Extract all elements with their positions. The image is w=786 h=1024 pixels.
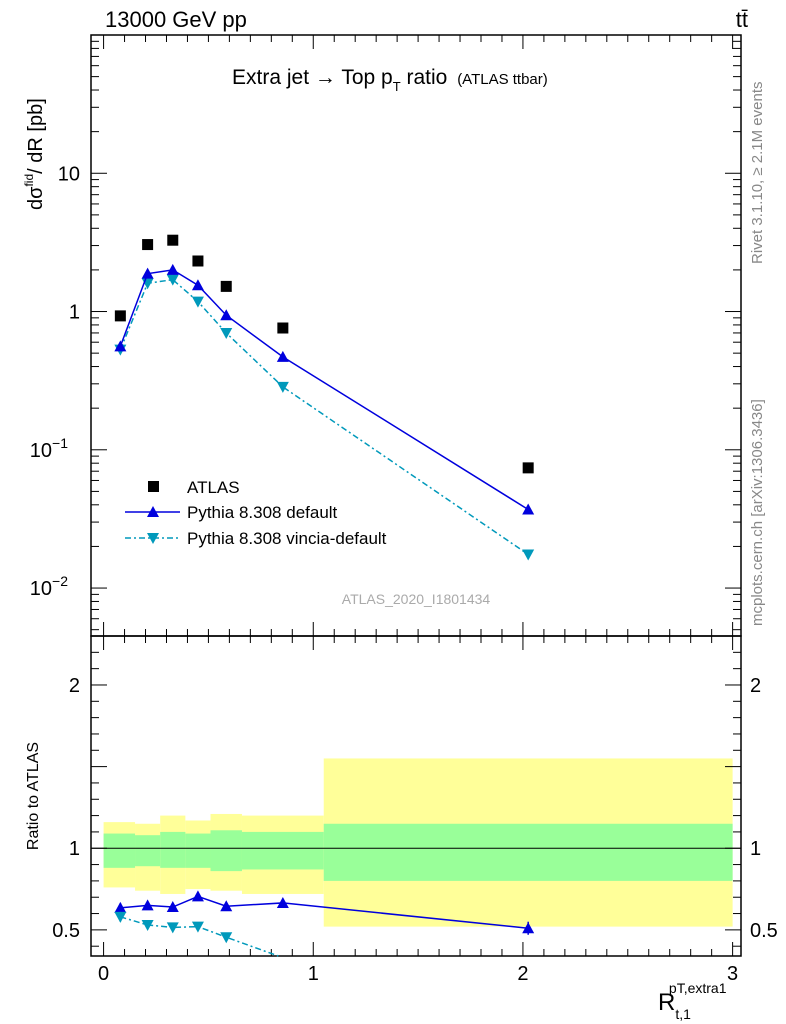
pythia-default-marker (114, 340, 127, 352)
legend-label-vincia: Pythia 8.308 vincia-default (187, 529, 387, 548)
atlas-data-point (522, 462, 534, 474)
ratio-vincia-marker (220, 932, 233, 944)
ratio-pythia-default-marker (166, 901, 179, 913)
legend-label-atlas: ATLAS (187, 478, 240, 497)
ratio-band-inner (210, 830, 242, 872)
atlas-data-point (167, 234, 179, 246)
ratio-vincia-marker (191, 921, 204, 933)
ratio-vincia-marker (114, 911, 127, 923)
ratio-y-tick-label: 2 (750, 675, 761, 697)
legend-marker-vincia (147, 533, 159, 544)
ratio-pythia-default-marker (141, 899, 154, 911)
ratio-vincia-line (120, 916, 279, 957)
ratio-band-inner (323, 823, 733, 881)
atlas-data-point (114, 310, 126, 322)
upper-y-axis-label: dσfid/ dR [pb] (22, 98, 47, 210)
ratio-band-inner (160, 831, 186, 868)
ratio-pythia-default-marker (191, 890, 204, 902)
pythia-default-marker (141, 267, 154, 279)
ratio-pythia-default-marker (522, 922, 535, 934)
atlas-data-point (220, 280, 232, 292)
vincia-marker (191, 296, 204, 308)
x-tick-label: 0 (98, 963, 109, 985)
header-final-state: tt̄ (736, 7, 748, 32)
vincia-marker (276, 381, 289, 393)
legend-label-pythia-default: Pythia 8.308 default (187, 503, 338, 522)
rivet-version-label: Rivet 3.1.10, ≥ 2.1M events (749, 82, 766, 265)
y-tick-label: 10−2 (30, 573, 68, 600)
pythia-default-marker (166, 263, 179, 275)
header-process: 13000 GeV pp (105, 7, 247, 32)
pythia-default-marker (276, 350, 289, 362)
y-tick-label: 10 (58, 163, 80, 185)
ratio-vincia-marker (166, 922, 179, 934)
x-axis-label: Rt,1pT,extra1 (658, 980, 727, 1022)
x-tick-label: 3 (727, 963, 738, 985)
vincia-marker (166, 274, 179, 286)
ratio-band-inner (241, 831, 324, 870)
chart-title: Extra jet → Top pT ratio (ATLAS ttbar) (232, 66, 548, 94)
vincia-marker (522, 549, 535, 561)
analysis-watermark: ATLAS_2020_I1801434 (342, 591, 491, 607)
legend: ATLAS Pythia 8.308 default Pythia 8.308 … (125, 478, 387, 548)
y-tick-label: 10−1 (30, 435, 68, 462)
ratio-band-inner (135, 835, 161, 867)
pythia-default-marker (522, 503, 535, 515)
ratio-pythia-default-marker (220, 900, 233, 912)
ratio-vincia-marker (141, 919, 154, 931)
ratio-band-inner (103, 833, 136, 868)
y-tick-label: 1 (69, 302, 80, 324)
ratio-y-tick-label: 1 (750, 838, 761, 860)
ratio-plot-frame (90, 635, 742, 957)
vincia-marker (220, 327, 233, 339)
legend-marker-atlas (148, 481, 159, 492)
ratio-y-tick-label: 2 (69, 675, 80, 697)
legend-marker-pythia-default (147, 506, 159, 517)
pythia-default-line (119, 269, 529, 511)
mcplots-label: mcplots.cern.ch [arXiv:1306.3436] (749, 399, 766, 626)
atlas-data-point (277, 322, 289, 334)
atlas-data-point (192, 255, 204, 267)
pythia-default-marker (191, 279, 204, 291)
x-tick-label: 2 (517, 963, 528, 985)
ratio-y-tick-label: 1 (69, 838, 80, 860)
ratio-y-tick-label: 0.5 (52, 920, 80, 942)
ratio-pythia-default-marker (276, 896, 289, 908)
ratio-band-inner (185, 833, 211, 868)
ratio-y-axis-label: Ratio to ATLAS (25, 742, 42, 850)
x-tick-label: 1 (308, 963, 319, 985)
pythia-default-marker (220, 309, 233, 321)
ratio-y-tick-label: 0.5 (750, 920, 778, 942)
ratio-pythia-default-marker (114, 901, 127, 913)
atlas-data-point (142, 239, 154, 251)
